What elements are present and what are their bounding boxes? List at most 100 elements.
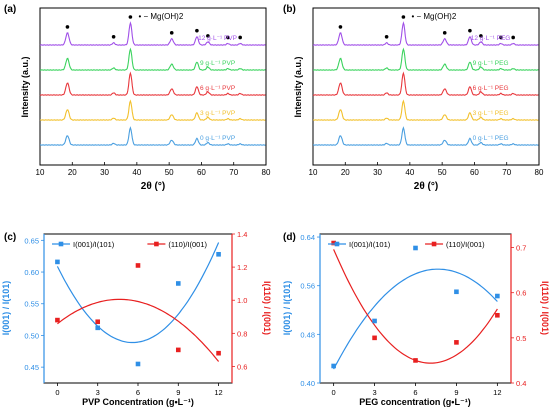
x-tick-label: 50 (438, 168, 447, 177)
left-series-point (495, 293, 500, 299)
right-series-curve (57, 298, 220, 362)
x-ticks-a: 10 20 30 40 50 60 70 80 (36, 162, 271, 177)
xrd-series-0 (313, 126, 539, 146)
left-series-point (55, 259, 60, 265)
peak-markers-a (65, 15, 242, 40)
left-series-point (216, 251, 221, 257)
peak-marker (226, 35, 230, 40)
peak-marker (401, 15, 406, 19)
xrd-series-3 (40, 47, 266, 71)
xrd-series-4 (312, 21, 539, 46)
plot-frame-b (312, 7, 540, 166)
x-tick-label: 70 (229, 168, 238, 177)
y-right-tick-label: 0.7 (516, 244, 526, 253)
y-right-tick-label: 0.8 (237, 329, 247, 338)
x-axis-label-b: 2θ (°) (414, 181, 438, 192)
x-tick-label: 40 (132, 168, 141, 177)
left-series-point (413, 245, 418, 251)
left-series-point (372, 318, 377, 324)
peak-marker (206, 34, 210, 38)
peak-marker (128, 15, 133, 19)
x-tick-label: 6 (136, 388, 140, 397)
left-series-point (454, 289, 459, 295)
left-series-point (95, 325, 101, 331)
xrd-series-3 (313, 47, 539, 71)
x-tick-label: 40 (405, 168, 414, 177)
x-tick-label: 60 (470, 168, 479, 177)
peak-markers-b (338, 15, 515, 40)
xrd-series-4 (39, 21, 266, 46)
x-tick-label: 60 (197, 168, 206, 177)
y-left-tick-label: 0.50 (24, 331, 39, 340)
right-series-point (454, 340, 459, 345)
right-series-point (55, 317, 60, 323)
panel-d: (d) 0 3 6 9 12 0.40 0.48 0.56 0.64 0.4 0.5 0.6 0.7 I(… (282, 232, 550, 407)
series-label: 12 g·L⁻¹ PEG (471, 35, 511, 42)
x-tick-label: 20 (68, 168, 77, 177)
panel-label-b: (b) (283, 4, 296, 15)
panel-label-c: (c) (4, 232, 16, 243)
panel-b: (b) 10 20 30 40 50 60 70 80 2θ (°) Intensity (a… (283, 4, 544, 192)
xrd-series-1 (39, 99, 266, 121)
legend-label-left: I(001)/I(101) (73, 240, 115, 249)
x-ticks-b: 10 20 30 40 50 60 70 80 (309, 162, 544, 177)
peak-marker (442, 31, 447, 35)
x-tick-label: 10 (36, 168, 45, 177)
y-axis-right-label-c: I(110) / I(001) (262, 281, 272, 335)
panel-label-a: (a) (4, 4, 16, 15)
right-series-point (175, 347, 181, 353)
left-series-point (135, 361, 141, 367)
right-series-point (331, 240, 336, 246)
y-left-tick-label: 0.45 (24, 363, 39, 372)
xrd-series-2 (39, 71, 266, 96)
series-labels-a: 0 g·L⁻¹ PVP 3 g·L⁻¹ PVP 6 g·L⁻¹ PVP 9 g·L⁻¹… (198, 35, 237, 142)
y-left-tick-label: 0.55 (24, 300, 39, 309)
plot-frame-c (43, 233, 233, 384)
legend-marker-right (154, 241, 159, 247)
y-left-tick-label: 0.65 (24, 236, 39, 245)
x-tick-label: 9 (454, 388, 458, 397)
right-series-curve (333, 249, 498, 364)
panel-c: (c) 0 3 6 9 12 0.45 0.50 0.55 0.60 0.65 0.6 0.8 1.0 1… (1, 230, 272, 407)
series-label: 9 g·L⁻¹ PEG (473, 60, 509, 67)
x-axis-label-d: PEG concentration (g•L⁻¹) (359, 397, 470, 407)
left-series-curve (333, 268, 498, 370)
y-left-tick-label: 0.60 (24, 268, 39, 277)
x-tick-label: 10 (309, 168, 318, 177)
y-left-tick-label: 0.40 (300, 379, 315, 388)
peak-marker (65, 25, 70, 29)
x-tick-label: 30 (373, 168, 382, 177)
legend-label-left: I(001)/I(101) (349, 240, 391, 249)
peak-marker (499, 35, 503, 40)
right-series-point (95, 319, 101, 325)
peak-marker (111, 35, 116, 39)
xrd-series-0 (40, 126, 266, 146)
mg-oh2-label: • − Mg(OH)2 (138, 12, 183, 21)
legend-marker-left (334, 241, 340, 247)
x-tick-label: 6 (413, 388, 417, 397)
peak-marker (195, 28, 199, 33)
series-label: 6 g·L⁻¹ PVP (200, 85, 235, 92)
y-axis-label-b: Intensity (a.u.) (293, 56, 303, 117)
x-tick-label: 3 (96, 388, 100, 397)
x-tick-label: 70 (502, 168, 511, 177)
right-series-point (495, 312, 500, 318)
x-tick-label: 12 (493, 388, 501, 397)
peak-marker (169, 31, 174, 35)
xrd-curves-b (312, 21, 539, 146)
x-tick-label: 80 (262, 168, 271, 177)
left-series-curve (56, 242, 220, 344)
y-right-tick-label: 0.5 (516, 334, 526, 343)
peak-marker (511, 35, 515, 40)
x-tick-label: 3 (372, 388, 376, 397)
mg-oh2-label: • − Mg(OH)2 (411, 12, 456, 21)
x-tick-label: 80 (535, 168, 544, 177)
peak-marker (468, 28, 472, 33)
left-series-point (175, 281, 181, 286)
series-label: 6 g·L⁻¹ PEG (473, 85, 509, 92)
xrd-series-2 (312, 71, 539, 96)
x-tick-label: 20 (341, 168, 350, 177)
x-axis-label-a: 2θ (°) (141, 181, 165, 192)
peak-marker (479, 34, 483, 38)
x-tick-label: 0 (55, 388, 59, 397)
